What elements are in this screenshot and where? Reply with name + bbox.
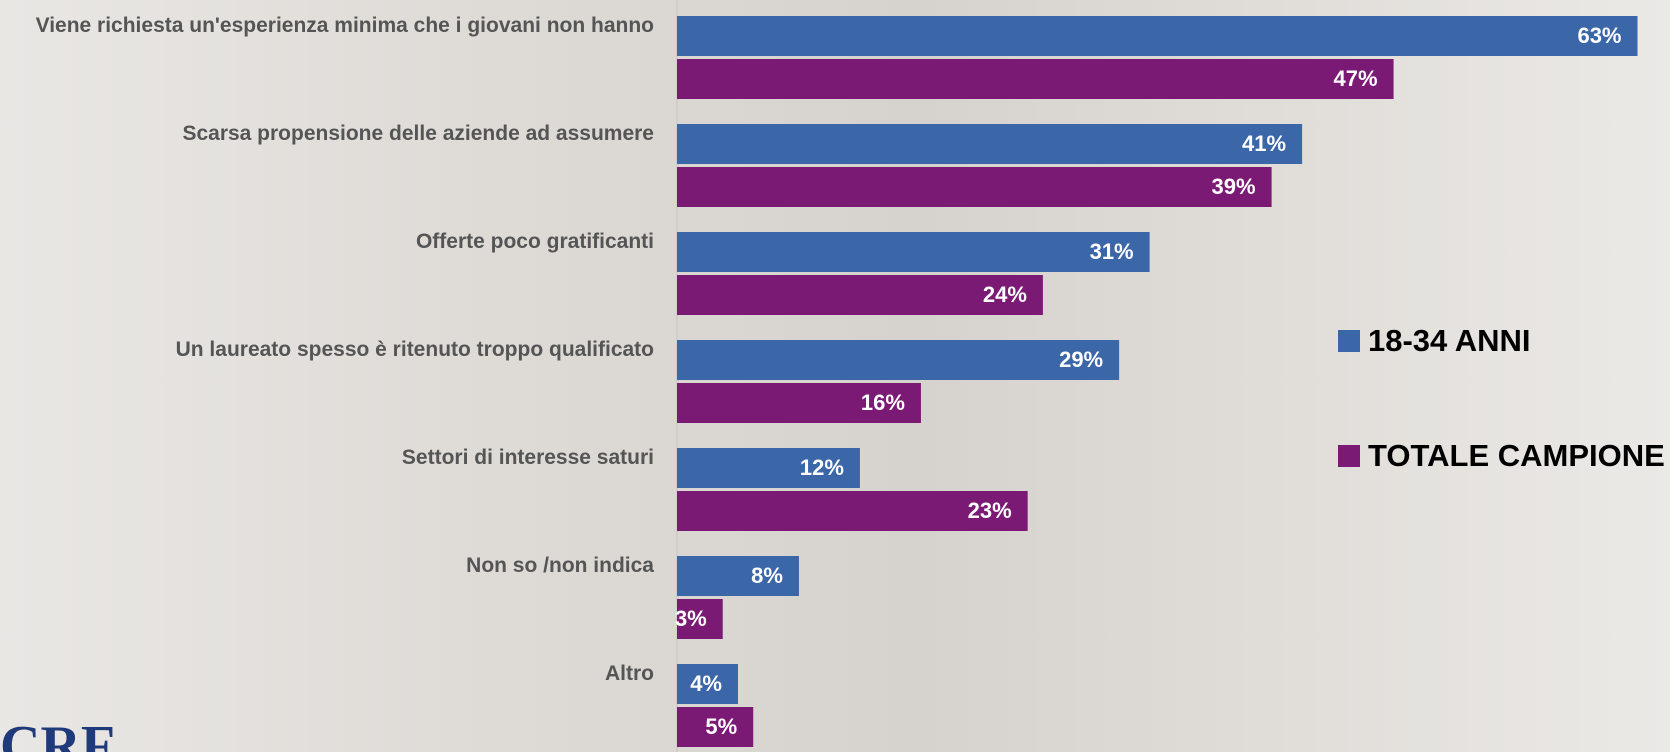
value-label: 39%	[1212, 174, 1256, 199]
logo: CRF	[0, 715, 116, 752]
bar	[677, 556, 799, 596]
bar	[677, 275, 1043, 315]
bar	[677, 448, 860, 488]
value-label: 4%	[690, 671, 722, 696]
bar	[677, 167, 1272, 207]
bar	[677, 383, 921, 423]
category-label: Non so /non indica	[466, 554, 654, 577]
category-label: Settori di interesse saturi	[401, 446, 654, 469]
value-label: 16%	[861, 390, 905, 415]
category-label: Un laureato spesso è ritenuto troppo qua…	[175, 338, 654, 361]
bar	[677, 491, 1028, 531]
legend-swatch	[1338, 330, 1360, 352]
bar	[677, 340, 1120, 380]
value-label: 63%	[1577, 23, 1621, 48]
value-label: 24%	[983, 282, 1027, 307]
bar	[677, 599, 723, 639]
category-label: Offerte poco gratificanti	[415, 230, 654, 253]
bar	[677, 59, 1394, 99]
legend-label: TOTALE CAMPIONE	[1368, 438, 1665, 473]
value-label: 8%	[751, 563, 783, 588]
category-label: Altro	[605, 662, 654, 685]
value-label: 5%	[705, 714, 737, 739]
value-label: 47%	[1334, 66, 1378, 91]
legend-label: 18-34 ANNI	[1368, 323, 1531, 358]
legend-swatch	[1338, 445, 1360, 467]
value-label: 31%	[1090, 239, 1134, 264]
bar	[677, 16, 1638, 56]
bar	[677, 124, 1303, 164]
value-label: 29%	[1059, 347, 1103, 372]
value-label: 41%	[1242, 131, 1286, 156]
bar	[677, 664, 738, 704]
value-label: 3%	[675, 606, 707, 631]
category-label: Viene richiesta un'esperienza minima che…	[35, 14, 654, 37]
bar	[677, 232, 1150, 272]
bar	[677, 707, 754, 747]
value-label: 23%	[968, 498, 1012, 523]
value-label: 12%	[800, 455, 844, 480]
category-label: Scarsa propensione delle aziende ad assu…	[182, 122, 654, 145]
